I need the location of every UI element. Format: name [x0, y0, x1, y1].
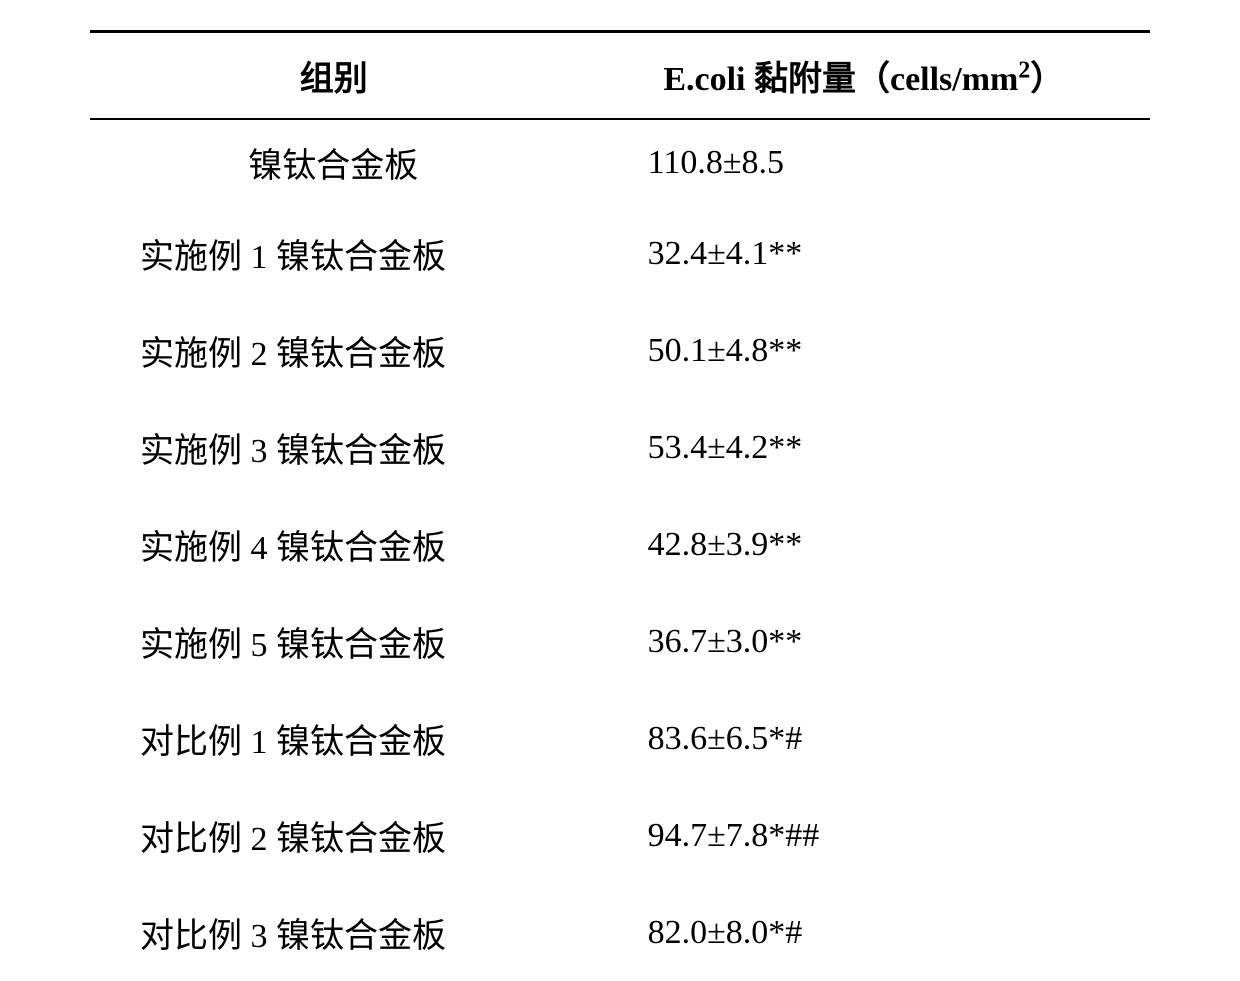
data-table: 组别 E.coli 黏附量（cells/mm2） 镍钛合金板110.8±8.5实… — [90, 30, 1150, 981]
table-header-row: 组别 E.coli 黏附量（cells/mm2） — [90, 32, 1150, 120]
table-row: 对比例 3 镍钛合金板82.0±8.0*# — [90, 884, 1150, 981]
cell-value: 42.8±3.9** — [578, 496, 1150, 593]
cell-value: 83.6±6.5*# — [578, 690, 1150, 787]
table-row: 实施例 1 镍钛合金板32.4±4.1** — [90, 205, 1150, 302]
table-row: 实施例 2 镍钛合金板50.1±4.8** — [90, 302, 1150, 399]
table-row: 实施例 5 镍钛合金板36.7±3.0** — [90, 593, 1150, 690]
cell-group: 实施例 1 镍钛合金板 — [90, 205, 578, 302]
cell-group: 实施例 2 镍钛合金板 — [90, 302, 578, 399]
cell-group: 实施例 4 镍钛合金板 — [90, 496, 578, 593]
cell-value: 50.1±4.8** — [578, 302, 1150, 399]
table-body: 镍钛合金板110.8±8.5实施例 1 镍钛合金板32.4±4.1**实施例 2… — [90, 119, 1150, 981]
table-row: 对比例 1 镍钛合金板83.6±6.5*# — [90, 690, 1150, 787]
table-row: 镍钛合金板110.8±8.5 — [90, 119, 1150, 205]
header-col-value: E.coli 黏附量（cells/mm2） — [578, 32, 1150, 120]
cell-group: 实施例 5 镍钛合金板 — [90, 593, 578, 690]
cell-group: 实施例 3 镍钛合金板 — [90, 399, 578, 496]
header-col-group: 组别 — [90, 32, 578, 120]
cell-value: 82.0±8.0*# — [578, 884, 1150, 981]
table-row: 实施例 3 镍钛合金板53.4±4.2** — [90, 399, 1150, 496]
cell-value: 53.4±4.2** — [578, 399, 1150, 496]
header-col2-pre: E.coli 黏附量（cells/mm — [663, 61, 1018, 98]
header-col2-post: ） — [1030, 61, 1064, 98]
table-row: 对比例 2 镍钛合金板94.7±7.8*## — [90, 787, 1150, 884]
cell-group: 对比例 2 镍钛合金板 — [90, 787, 578, 884]
cell-value: 32.4±4.1** — [578, 205, 1150, 302]
cell-value: 94.7±7.8*## — [578, 787, 1150, 884]
cell-group: 对比例 3 镍钛合金板 — [90, 884, 578, 981]
cell-value: 110.8±8.5 — [578, 119, 1150, 205]
table-row: 实施例 4 镍钛合金板42.8±3.9** — [90, 496, 1150, 593]
cell-value: 36.7±3.0** — [578, 593, 1150, 690]
cell-group: 对比例 1 镍钛合金板 — [90, 690, 578, 787]
page: 组别 E.coli 黏附量（cells/mm2） 镍钛合金板110.8±8.5实… — [0, 0, 1240, 943]
cell-group: 镍钛合金板 — [90, 119, 578, 205]
header-col2-sup: 2 — [1018, 58, 1030, 84]
